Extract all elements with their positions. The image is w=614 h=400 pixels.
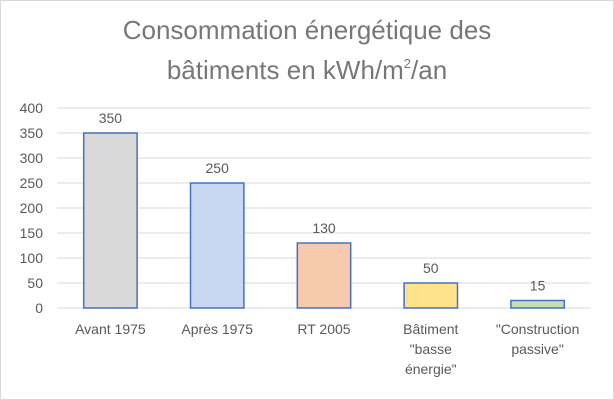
x-tick-label: Bâtiment "basse énergie" [403, 321, 458, 377]
chart-title-line1: Consommation énergétique des [122, 15, 492, 45]
y-tick-label: 250 [20, 175, 44, 191]
x-tick-label-line: Après 1975 [181, 321, 253, 337]
data-label: 50 [423, 260, 439, 276]
bar [296, 242, 352, 309]
data-label: 350 [99, 110, 123, 126]
y-tick-label: 200 [20, 200, 44, 216]
x-tick-label: Avant 1975 [75, 321, 146, 337]
data-label: 15 [530, 278, 546, 294]
y-tick-label: 350 [20, 125, 44, 141]
bar [403, 282, 459, 309]
y-tick-label: 150 [20, 225, 44, 241]
x-tick-label: Après 1975 [181, 321, 253, 337]
x-tick-label-line: passive" [511, 341, 563, 357]
y-tick-label: 50 [27, 275, 43, 291]
chart-title-line2-suffix: /an [411, 55, 448, 85]
x-tick-label: "Construction passive" [496, 321, 580, 357]
data-label: 130 [312, 220, 336, 236]
x-tick-label-line: Bâtiment [403, 321, 458, 337]
x-tick-label-line: Avant 1975 [75, 321, 146, 337]
y-tick-label: 100 [20, 250, 44, 266]
x-tick-label-line: RT 2005 [297, 321, 350, 337]
y-tick-label: 0 [35, 300, 43, 316]
y-tick-label: 400 [20, 100, 44, 116]
x-tick-label-line: "basse [410, 341, 453, 357]
x-tick-label: RT 2005 [297, 321, 350, 337]
chart-title: Consommation énergétique des bâtiments e… [1, 13, 613, 87]
x-tick-label-line: "Construction [496, 321, 580, 337]
y-tick-label: 300 [20, 150, 44, 166]
bar [510, 299, 566, 309]
x-tick-label-line: énergie" [405, 361, 457, 377]
chart-title-superscript: 2 [403, 56, 412, 71]
data-label: 250 [206, 160, 230, 176]
chart-title-line2: bâtiments en kWh/m2/an [1, 47, 613, 87]
bar [82, 132, 138, 309]
bar [189, 182, 245, 309]
chart-title-line2-text: bâtiments en kWh/m [166, 55, 404, 85]
